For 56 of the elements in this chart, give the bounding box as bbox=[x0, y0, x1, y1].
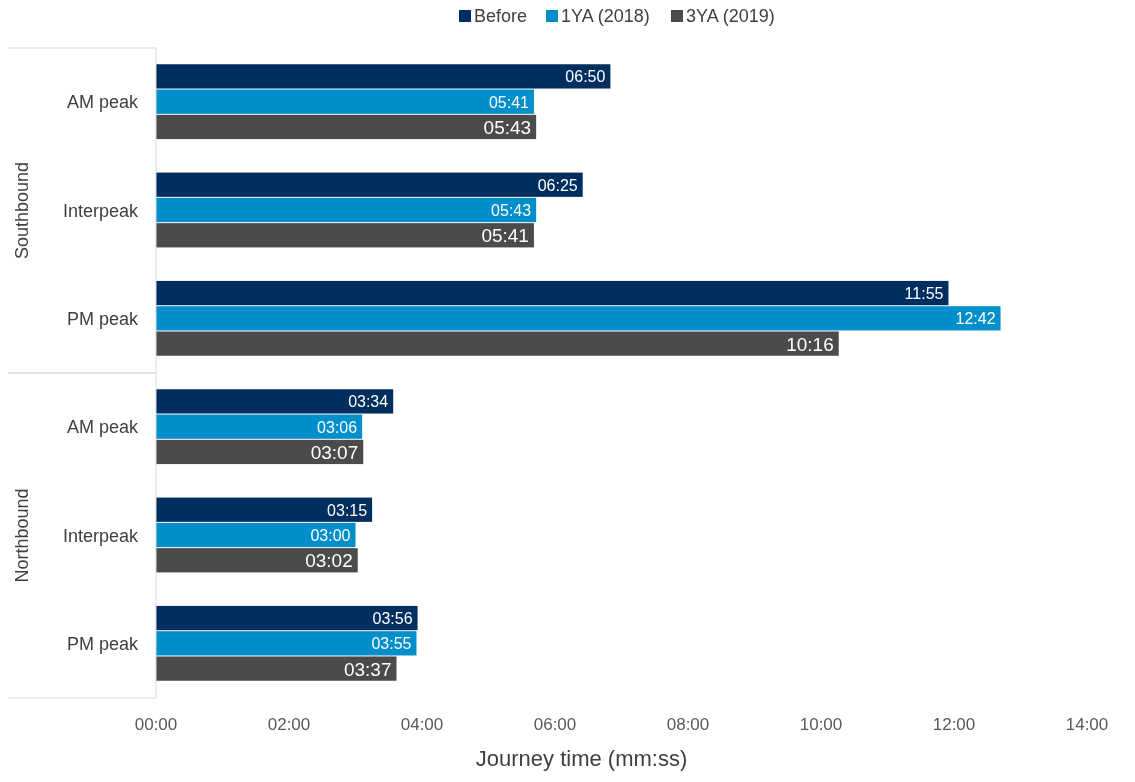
x-tick-label: 04:00 bbox=[400, 715, 444, 734]
y-tick-label: Interpeak bbox=[62, 200, 139, 221]
text: Northbound bbox=[12, 488, 32, 583]
x-tick-label: 10:00 bbox=[799, 715, 843, 734]
data-label: 06:25 bbox=[537, 176, 578, 194]
bar bbox=[156, 280, 949, 306]
data-label: 03:06 bbox=[317, 418, 358, 436]
x-tick-label: 06:00 bbox=[533, 715, 577, 734]
y-tick-label: AM peak bbox=[66, 92, 139, 113]
x-tick-label: 02:00 bbox=[267, 715, 311, 734]
bar bbox=[156, 389, 394, 414]
bar bbox=[156, 605, 418, 631]
data-label: 03:56 bbox=[372, 610, 413, 628]
data-label: 05:41 bbox=[481, 225, 529, 247]
bar bbox=[156, 197, 537, 223]
data-label: 03:15 bbox=[327, 501, 368, 519]
bar bbox=[156, 631, 417, 656]
legend-label: 3YA (2019) bbox=[686, 6, 775, 26]
y-tick-label: PM peak bbox=[66, 634, 139, 655]
data-label: 10:16 bbox=[786, 333, 834, 355]
y-tick-label: AM peak bbox=[66, 417, 139, 438]
data-label: 05:43 bbox=[491, 202, 532, 220]
bar bbox=[156, 414, 363, 439]
y-tick-label: PM peak bbox=[66, 309, 139, 330]
legend-label: 1YA (2018) bbox=[561, 6, 650, 26]
x-tick-label: 14:00 bbox=[1065, 715, 1109, 734]
bar bbox=[156, 497, 373, 522]
data-label: 03:00 bbox=[310, 527, 351, 545]
data-label: 03:07 bbox=[310, 442, 359, 464]
bar bbox=[156, 522, 356, 548]
bar bbox=[156, 64, 611, 89]
data-label: 03:37 bbox=[343, 658, 392, 680]
bar bbox=[156, 114, 537, 140]
data-label: 06:50 bbox=[565, 68, 606, 86]
bar bbox=[156, 306, 1001, 331]
bar bbox=[156, 656, 397, 681]
text: Southbound bbox=[12, 161, 32, 260]
data-label: 03:02 bbox=[305, 550, 353, 572]
bar bbox=[156, 223, 534, 248]
data-label: 03:34 bbox=[348, 393, 389, 411]
legend-label: Before bbox=[474, 6, 528, 26]
data-label: 12:42 bbox=[955, 310, 996, 328]
bar bbox=[156, 172, 583, 197]
bar bbox=[156, 548, 358, 573]
data-label: 11:55 bbox=[904, 285, 944, 303]
y-tick-label: Interpeak bbox=[62, 525, 139, 546]
bar bbox=[156, 439, 364, 465]
x-tick-label: 12:00 bbox=[932, 715, 976, 734]
data-label: 05:43 bbox=[483, 117, 532, 139]
bar bbox=[156, 89, 534, 114]
x-axis-title: Journey time (mm:ss) bbox=[475, 746, 688, 771]
bar bbox=[156, 331, 839, 356]
x-tick-label: 08:00 bbox=[666, 715, 710, 734]
x-tick-label: 00:00 bbox=[134, 715, 178, 734]
data-label: 05:41 bbox=[488, 93, 530, 111]
data-label: 03:55 bbox=[371, 635, 412, 653]
